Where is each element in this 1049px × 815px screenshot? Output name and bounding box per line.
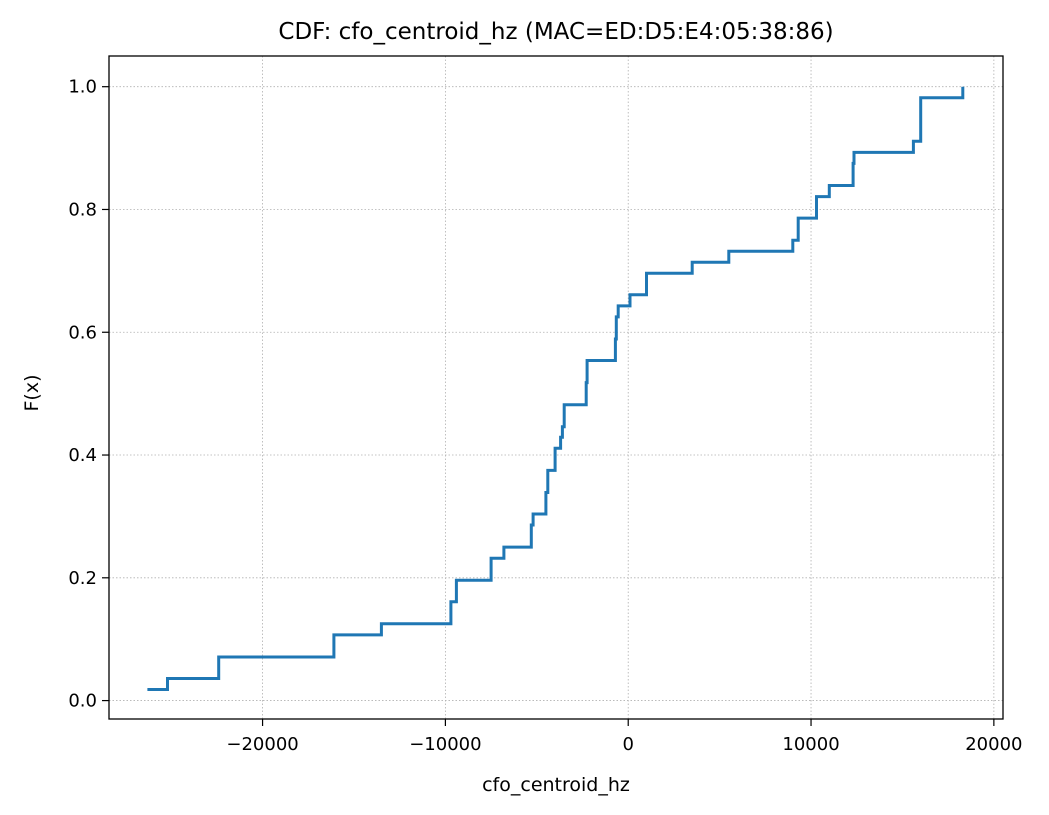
- y-tick-label: 0.8: [68, 199, 97, 220]
- x-tick-label: −10000: [409, 734, 481, 755]
- y-tick-label: 0.0: [68, 691, 97, 712]
- y-tick-label: 0.2: [68, 568, 97, 589]
- x-axis-label: cfo_centroid_hz: [482, 774, 630, 796]
- grid: [109, 56, 1003, 719]
- x-tick-label: 10000: [782, 734, 839, 755]
- x-tick-label: 20000: [965, 734, 1022, 755]
- x-tick-label: −20000: [226, 734, 298, 755]
- axis-ticks: −20000 −10000 0 10000 20000 0.0 0.2 0.4 0.6 0.8 1.…: [68, 77, 1022, 755]
- plot-frame: [108, 55, 1004, 720]
- y-tick-label: 0.4: [68, 445, 97, 466]
- cdf-series-line: [147, 86, 965, 691]
- x-tick-label: 0: [622, 734, 633, 755]
- y-axis-label: F(x): [21, 375, 43, 412]
- y-tick-label: 0.6: [68, 322, 97, 343]
- chart-title: CDF: cfo_centroid_hz (MAC=ED:D5:E4:05:38…: [278, 19, 833, 45]
- y-tick-label: 1.0: [68, 77, 97, 98]
